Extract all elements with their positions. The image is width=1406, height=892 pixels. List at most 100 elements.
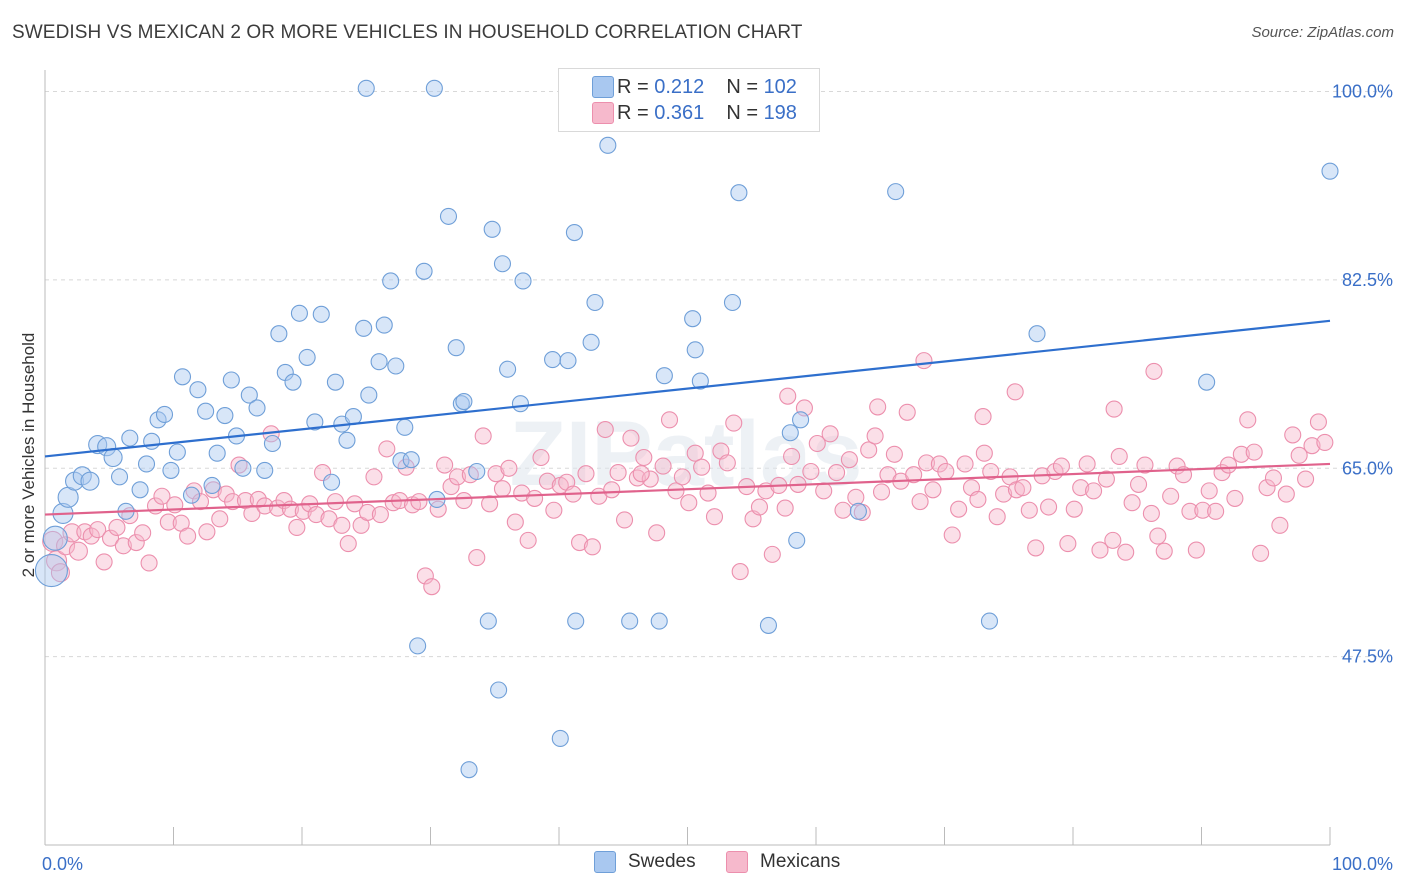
swedes-point [559, 352, 577, 370]
mexicans-point [1155, 542, 1173, 560]
mexicans-point [1194, 501, 1212, 519]
mexicans-r-value: 0.361 [654, 101, 705, 124]
swedes-point [980, 612, 999, 630]
mexicans-point [1297, 470, 1315, 488]
mexicans-point [1316, 433, 1334, 451]
source-note: Source: ZipAtlas.com [1251, 24, 1394, 41]
swedes-point [781, 424, 799, 442]
swedes-point [270, 325, 288, 343]
swedes-point [234, 459, 252, 477]
mexicans-point [869, 398, 887, 416]
bottom-mexicans-label: Mexicans [760, 851, 841, 872]
mexicans-point [506, 513, 524, 531]
mexicans-point [468, 549, 486, 567]
mexicans-point [89, 521, 107, 539]
mexicans-point [885, 445, 903, 463]
mexicans-point [1065, 500, 1083, 518]
grid-lines [45, 91, 1390, 658]
mexicans-point [705, 508, 724, 526]
mexicans-point [68, 541, 88, 561]
mexicans-point [974, 408, 992, 426]
swedes-point [621, 612, 639, 630]
mexicans-point [1020, 501, 1038, 519]
swedes-point [409, 637, 427, 655]
mexicans-trend-line [44, 462, 1331, 516]
mexicans-point [95, 553, 113, 571]
mexicans-point [680, 494, 698, 512]
swedes-r-label: R = [617, 75, 649, 98]
mexicans-r-label: R = [617, 101, 649, 124]
mexicans-point [474, 427, 492, 445]
mexicans-point [1085, 482, 1103, 500]
swedes-point [425, 79, 443, 97]
mexicans-point [779, 387, 797, 405]
swedes-point [370, 353, 388, 371]
swedes-point [887, 183, 905, 201]
x-tick-label: 100.0% [1332, 854, 1393, 874]
swedes-point [168, 443, 186, 461]
mexicans-point [1059, 535, 1077, 553]
mexicans-point [783, 447, 801, 465]
mexicans-point [191, 493, 210, 511]
mexicans-point [333, 516, 351, 534]
mexicans-point [358, 503, 377, 521]
mexicans-point [1284, 426, 1302, 444]
mexicans-point [1309, 413, 1327, 431]
mexicans-point [1145, 362, 1163, 380]
mexicans-point [1040, 498, 1058, 516]
swedes-point [1198, 373, 1216, 391]
mexicans-point [1129, 475, 1148, 493]
mexicans-point [995, 485, 1013, 503]
mexicans-point [378, 440, 396, 458]
mexicans-point [82, 527, 100, 545]
mexicans-point [641, 470, 659, 488]
swedes-point [155, 405, 174, 423]
mexicans-point [538, 472, 556, 490]
swedes-point [34, 553, 68, 588]
swedes-point [312, 305, 330, 323]
swedes-point [103, 447, 123, 468]
mexicans-point [1271, 516, 1289, 534]
bottom-legend-mexicans: Mexicans [726, 851, 840, 873]
mexicans-point [654, 457, 672, 475]
mexicans-point [686, 444, 704, 462]
mexicans-point [776, 499, 794, 517]
swedes-point [468, 462, 486, 481]
swedes-point [730, 184, 748, 202]
bottom-swedes-label: Swedes [628, 851, 696, 872]
mexicans-point [982, 462, 1000, 481]
mexicans-point [975, 444, 993, 462]
mexicans-point [179, 527, 197, 545]
mexicans-point [1052, 457, 1070, 475]
swedes-point [1321, 162, 1339, 180]
mexicans-point [288, 518, 306, 537]
swedes-point [248, 399, 266, 417]
swedes-point [182, 486, 201, 504]
mexicans-point [815, 482, 833, 500]
swedes-point [479, 612, 497, 630]
mexicans-point [1187, 541, 1205, 559]
swedes-swatch [592, 76, 614, 98]
swedes-point [849, 502, 867, 520]
mexicans-point [840, 451, 858, 469]
swedes-point [544, 350, 562, 369]
mexicans-point [1091, 541, 1109, 559]
swedes-point [298, 348, 316, 366]
mexicans-point [872, 483, 891, 501]
swedes-point [375, 316, 393, 334]
swedes-point [567, 612, 585, 630]
mexicans-point [526, 489, 544, 507]
mexicans-point [898, 403, 916, 421]
tick-labels: 47.5% 65.0% 82.5% 100.0% 0.0% 100.0% [42, 82, 1393, 874]
swedes-point [551, 729, 569, 747]
mexicans-point [493, 480, 512, 498]
mexicans-point [448, 468, 467, 486]
mexicans-point [339, 535, 357, 553]
mexicans-n-value: 198 [763, 101, 797, 124]
swedes-point [360, 386, 378, 404]
x-tick-label: 0.0% [42, 854, 83, 874]
swedes-point [514, 272, 532, 290]
mexicans-point [487, 465, 505, 483]
swedes-point [137, 455, 156, 473]
